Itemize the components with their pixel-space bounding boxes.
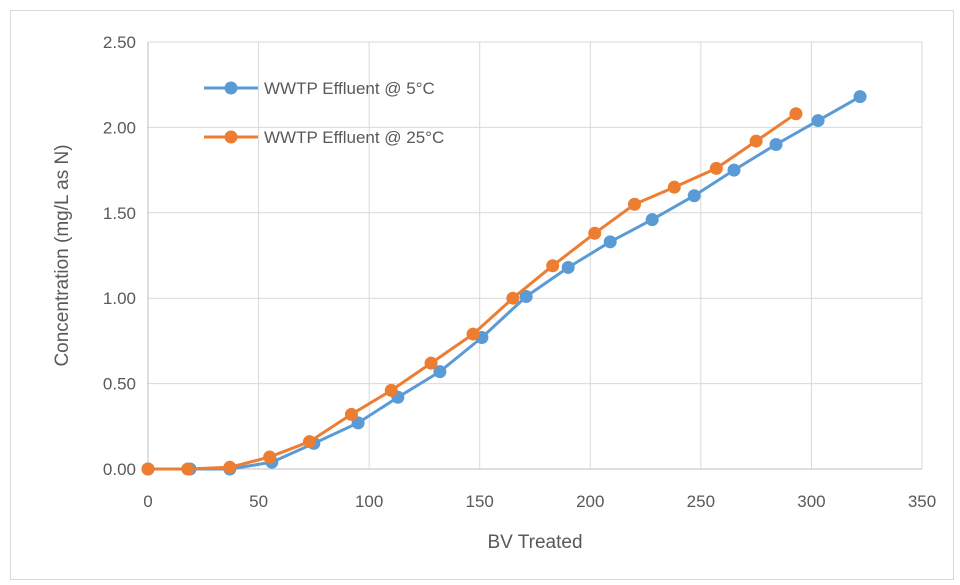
y-axis-title: Concentration (mg/L as N)	[52, 144, 73, 366]
series-1	[141, 90, 867, 476]
x-tick-label: 300	[797, 492, 825, 511]
chart-frame	[10, 10, 954, 580]
x-tick-label: 350	[908, 492, 936, 511]
data-point	[519, 289, 533, 303]
y-tick-label: 0.50	[103, 375, 136, 394]
data-point	[628, 197, 642, 211]
series-2	[141, 107, 803, 476]
series-line	[148, 112, 797, 471]
data-point	[749, 134, 763, 148]
x-tick-label: 150	[466, 492, 494, 511]
data-point	[687, 189, 701, 203]
data-point	[466, 327, 480, 341]
x-tick-label: 100	[355, 492, 383, 511]
data-point	[789, 107, 803, 121]
gridlines	[148, 41, 923, 469]
data-point	[709, 161, 723, 175]
data-point	[727, 163, 741, 177]
y-tick-label: 2.00	[103, 118, 136, 137]
data-point	[302, 435, 316, 449]
data-point	[263, 450, 277, 464]
data-point	[141, 462, 155, 476]
y-tick-label: 0.00	[103, 460, 136, 479]
data-point	[223, 460, 237, 474]
data-point	[588, 226, 602, 240]
series-line	[148, 95, 861, 471]
y-tick-label: 2.50	[103, 33, 136, 52]
legend: WWTP Effluent @ 5°C WWTP Effluent @ 25°C	[204, 79, 444, 147]
legend-marker	[224, 81, 238, 95]
x-tick-label: 50	[249, 492, 268, 511]
data-point	[181, 462, 195, 476]
data-point	[506, 291, 520, 305]
y-tick-label: 1.50	[103, 204, 136, 223]
legend-label: WWTP Effluent @ 25°C	[264, 128, 444, 147]
data-point	[667, 180, 681, 194]
data-point	[424, 356, 438, 370]
data-point	[645, 213, 659, 227]
data-point	[344, 407, 358, 421]
x-axis-title: BV Treated	[487, 532, 582, 553]
legend-item: WWTP Effluent @ 25°C	[204, 128, 444, 147]
data-point	[384, 383, 398, 397]
axes: 0.00 0.50 1.00 1.50 2.00 2.50 0 50 100 150 200 250 3…	[103, 33, 936, 511]
data-point	[433, 365, 447, 379]
data-point	[561, 260, 575, 274]
data-point	[603, 235, 617, 249]
legend-label: WWTP Effluent @ 5°C	[264, 79, 435, 98]
data-point	[853, 90, 867, 104]
legend-marker	[224, 130, 238, 144]
x-tick-label: 200	[576, 492, 604, 511]
data-point	[769, 137, 783, 151]
x-tick-label: 250	[687, 492, 715, 511]
legend-item: WWTP Effluent @ 5°C	[204, 79, 435, 98]
data-point	[811, 114, 825, 128]
x-tick-label: 0	[143, 492, 152, 511]
data-point	[546, 259, 560, 273]
y-tick-label: 1.00	[103, 289, 136, 308]
series-layer	[141, 90, 867, 476]
